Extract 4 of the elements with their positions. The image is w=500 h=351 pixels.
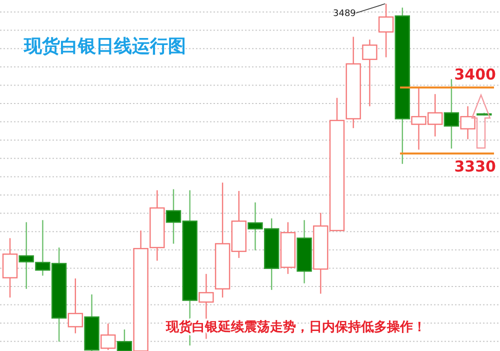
annotation: 3330: [454, 157, 496, 176]
annotation: 3489: [333, 9, 356, 19]
annotation: 3400: [454, 65, 496, 84]
text: 现货白银日线运行图: [23, 36, 186, 57]
